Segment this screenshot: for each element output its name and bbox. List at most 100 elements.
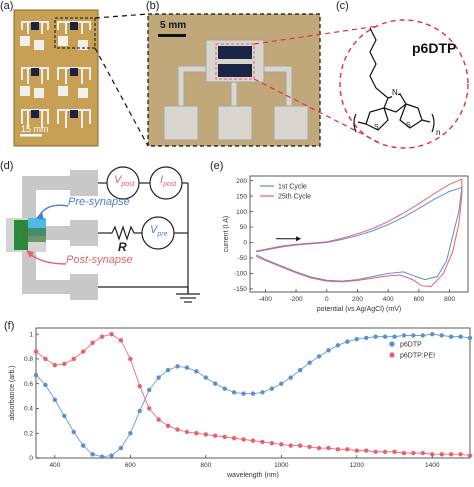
cv-series-line: [255, 178, 463, 287]
abs-data-point: [213, 381, 218, 386]
abs-x-tick-label: 400: [49, 462, 60, 469]
abs-x-axis-label: wavelength (nm): [226, 472, 279, 479]
abs-data-point: [411, 333, 416, 338]
abs-x-tick-label: 1200: [350, 462, 365, 469]
abs-y-axis-label: absorbance (arb.): [9, 365, 16, 420]
abs-data-point: [71, 356, 76, 362]
i-post-meter: [149, 166, 183, 200]
p6dtp-structure: [339, 19, 469, 149]
panel-label-b: (b): [146, 0, 160, 12]
abs-data-point: [316, 445, 322, 451]
abs-y-tick-label: 0.4: [24, 406, 33, 413]
abs-data-point: [109, 331, 114, 337]
cv-x-tick-label: -400: [259, 296, 272, 303]
abs-data-point: [307, 444, 312, 450]
scale-bar-label-a: 15 mm: [21, 124, 49, 134]
abs-data-point: [269, 386, 275, 391]
abs-data-point: [203, 432, 209, 437]
abs-data-point: [231, 435, 237, 441]
abs-data-point: [279, 442, 284, 447]
abs-data-point: [184, 429, 190, 435]
abs-data-point: [165, 423, 171, 429]
abs-data-point: [194, 431, 199, 436]
abs-data-point: [439, 452, 444, 457]
panel-d: (d) Vpost Ipost Vpre R Pre-synapse Post-…: [0, 160, 206, 310]
v-post-symbol: V: [114, 174, 122, 186]
abs-legend-label: p6DTP:PEI: [400, 353, 435, 360]
atom-n: N: [392, 88, 398, 97]
cv-y-tick-label: 0: [243, 240, 247, 247]
abs-data-point: [165, 367, 171, 373]
abs-data-point: [260, 439, 265, 445]
atom-s-right: S: [406, 122, 411, 129]
device-array-photo: [13, 9, 99, 147]
abs-data-point: [43, 356, 48, 362]
abs-data-point: [241, 391, 246, 396]
cv-y-tick-label: -50: [238, 255, 248, 262]
abs-data-point: [467, 453, 473, 458]
cv-series-line: [255, 186, 463, 282]
abs-data-point: [382, 334, 388, 339]
cv-y-tick-label: 150: [236, 193, 247, 200]
cv-y-tick-label: -100: [234, 271, 247, 278]
abs-data-point: [80, 443, 86, 448]
panel-label-a: (a): [0, 0, 14, 12]
molecule-name: p6DTP: [412, 40, 457, 56]
abs-data-point: [335, 343, 341, 348]
cv-x-axis-label: potential (vs Ag/AgCl) (mV): [317, 306, 401, 313]
v-pre-subscript: pre: [157, 231, 168, 239]
abs-data-point: [175, 364, 180, 369]
abs-y-tick-label: 0.6: [24, 381, 33, 388]
abs-data-point: [458, 452, 463, 457]
v-post-subscript: post: [121, 181, 135, 189]
cv-plot-frame: [249, 175, 469, 293]
abs-data-point: [109, 453, 114, 458]
abs-data-point: [52, 397, 58, 403]
abs-data-point: [118, 338, 124, 343]
panel-c: (c) p6DTP N S S n: [330, 0, 474, 150]
abs-plot-frame: [35, 327, 471, 459]
abs-data-point: [156, 417, 161, 422]
abs-data-point: [288, 375, 293, 380]
abs-data-point: [71, 429, 76, 435]
v-post-meter: [106, 166, 140, 200]
abs-data-point: [373, 449, 378, 455]
v-pre-symbol: V: [150, 224, 158, 236]
cv-x-tick-label: 600: [413, 296, 424, 303]
abs-data-point: [439, 333, 444, 338]
abs-data-point: [392, 334, 397, 339]
panel-f: (f) 400 600 800 1000 1200 1400 0 0.2 0.4 0.6 0.8 1 w…: [0, 318, 474, 482]
abs-data-point: [62, 361, 67, 367]
abs-data-point: [222, 434, 227, 440]
abs-data-point: [137, 408, 142, 414]
abs-data-point: [401, 333, 407, 338]
abs-data-point: [184, 365, 190, 370]
abs-data-point: [250, 391, 256, 396]
panel-label-e: (e): [210, 160, 224, 172]
zoom-lines-bc: [253, 25, 379, 143]
pre-synapse-label: Pre-synapse: [68, 196, 130, 208]
abs-data-point: [147, 387, 152, 393]
abs-data-point: [467, 335, 473, 341]
abs-data-point: [373, 334, 378, 339]
abs-data-point: [231, 390, 237, 395]
abs-data-point: [458, 334, 463, 339]
abs-data-point: [392, 449, 397, 455]
abs-data-point: [430, 331, 435, 337]
abs-x-tick-label: 1400: [425, 462, 440, 469]
resistor-label: R: [118, 240, 127, 254]
abs-data-point: [80, 349, 86, 354]
abs-data-point: [288, 443, 293, 448]
abs-data-point: [99, 334, 105, 339]
v-post-label: Vpost: [114, 174, 135, 188]
abs-data-point: [90, 340, 95, 346]
abs-data-point: [448, 452, 454, 457]
v-pre-label: Vpre: [150, 224, 167, 238]
abs-data-point: [364, 335, 369, 341]
abs-data-point: [297, 443, 303, 448]
cv-y-axis-label: current (I A): [223, 216, 230, 253]
cv-x-tick-label: -200: [290, 296, 303, 303]
abs-data-point: [137, 383, 142, 389]
circuit-diagram: [6, 166, 200, 303]
abs-data-point: [99, 454, 105, 459]
